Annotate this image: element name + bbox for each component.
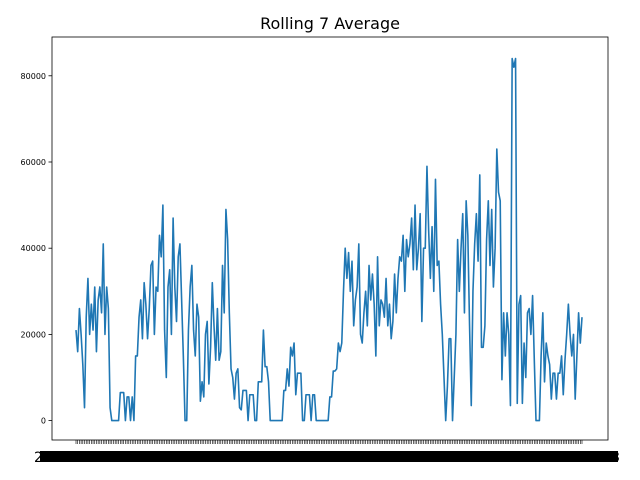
y-tick-label: 80000	[21, 72, 46, 81]
chart-title: Rolling 7 Average	[260, 14, 400, 33]
y-tick-label: 0	[41, 417, 46, 426]
y-axis: 0 20000 40000 60000 80000	[21, 72, 52, 426]
y-tick-label: 20000	[21, 330, 46, 339]
x-tick-marks	[75, 440, 583, 444]
y-tick-label: 60000	[21, 158, 46, 167]
x-tick-labels-overlap	[40, 451, 618, 462]
x-tick-label-first: 2	[34, 450, 43, 466]
x-tick-label-last: 3	[611, 450, 620, 466]
x-axis	[40, 440, 618, 462]
series-line	[75, 57, 583, 422]
y-tick-label: 40000	[21, 244, 46, 253]
